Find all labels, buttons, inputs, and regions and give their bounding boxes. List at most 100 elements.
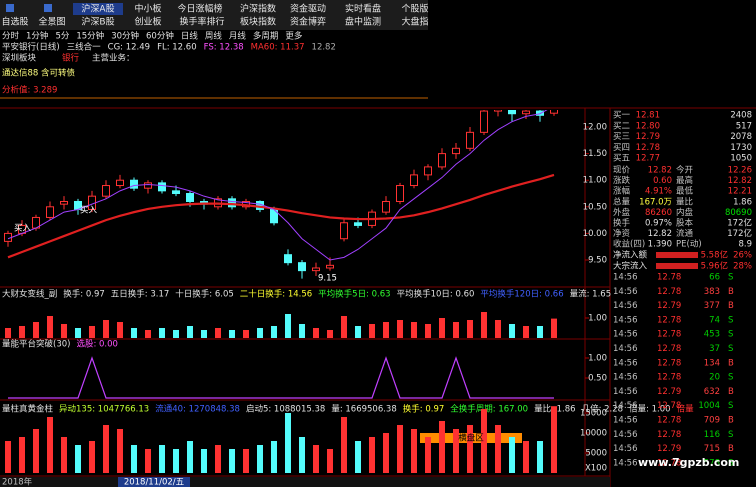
- panel-header: 异动135: 1047766.13: [59, 404, 149, 415]
- nav-tab[interactable]: 换手率排行: [179, 16, 224, 28]
- volume-bar: [411, 429, 417, 473]
- tick-time: 14:56: [613, 315, 638, 325]
- watermark: www.7gpzb.com: [638, 456, 739, 469]
- panel-header: 量流: 1.65: [570, 289, 612, 300]
- candle-body: [158, 182, 166, 192]
- nav-tab[interactable]: 沪深B股: [81, 16, 114, 28]
- volume-bar: [103, 425, 109, 473]
- book-label: 买三: [613, 132, 630, 142]
- stat-value: 12.82: [648, 229, 672, 239]
- nav-tab[interactable]: 资金驱动: [290, 3, 326, 15]
- nav-tab[interactable]: 沪深A股: [81, 3, 114, 15]
- tick-price: 12.78: [657, 430, 681, 440]
- tick-price: 12.78: [657, 273, 681, 283]
- tick-volume: 116: [704, 430, 720, 440]
- y-tick-label: 10.00: [583, 229, 607, 239]
- turnover-bar: [425, 324, 431, 338]
- turnover-bar: [117, 322, 123, 338]
- period-tab[interactable]: 月线: [229, 31, 247, 42]
- turnover-bar: [341, 316, 347, 338]
- period-tab[interactable]: 日线: [181, 31, 199, 42]
- nav-tab[interactable]: 沪深指数: [240, 3, 276, 15]
- panel-header: 平均换手5日: 0.63: [318, 289, 390, 300]
- turnover-bar: [383, 322, 389, 338]
- stat-label: 内盘: [676, 207, 694, 218]
- volume-bar: [313, 445, 319, 473]
- nav-bar: [0, 0, 428, 30]
- stat-value: 1.390: [648, 240, 672, 250]
- stat-value: 172亿: [727, 218, 752, 229]
- book-label: 买五: [613, 154, 631, 164]
- tick-price: 12.79: [657, 444, 681, 454]
- candle-body: [354, 222, 362, 226]
- book-price: 12.77: [636, 154, 660, 164]
- stat-label: 现价: [613, 166, 631, 176]
- candle-body: [424, 166, 432, 176]
- tick-time: 14:56: [613, 401, 638, 411]
- analysis: 分析值: 3.289: [2, 85, 57, 96]
- stat-value: 0.97%: [645, 219, 672, 229]
- panel-header: 全换手周期: 167.00: [450, 404, 528, 415]
- period-tab[interactable]: 60分钟: [146, 31, 174, 42]
- book-volume: 1050: [730, 154, 752, 164]
- volume-bar: [481, 409, 487, 473]
- period-tab[interactable]: 更多: [285, 31, 303, 42]
- period-tab[interactable]: 周线: [205, 31, 223, 42]
- panel-header: 倍量: 1.00: [629, 404, 671, 415]
- nav-tab[interactable]: 资金博弈: [290, 16, 326, 28]
- nav-tab[interactable]: 创业板: [134, 16, 161, 28]
- volume-bar: [383, 433, 389, 473]
- stat-value: 80690: [725, 208, 752, 218]
- period-tab[interactable]: 5分: [55, 32, 69, 42]
- stat-value: 12.21: [728, 187, 752, 197]
- flow-percent: 26%: [733, 251, 752, 261]
- period-tab[interactable]: 15分钟: [76, 31, 104, 42]
- nav-tab[interactable]: 个股版: [401, 3, 428, 15]
- period-tab[interactable]: 30分钟: [111, 31, 139, 42]
- nav-tab[interactable]: 盘中监测: [345, 16, 381, 28]
- y-tick-label: 11.50: [583, 149, 607, 159]
- tick-side: B: [728, 416, 734, 426]
- candle-body: [116, 179, 124, 187]
- turnover-bar: [75, 328, 81, 338]
- period-tab[interactable]: 多周期: [253, 31, 279, 42]
- panel-header: 二十日换手: 14.56: [240, 289, 312, 300]
- volume-bar: [537, 441, 543, 473]
- candle-body: [522, 110, 530, 115]
- candle-body: [186, 193, 194, 202]
- period-tab[interactable]: 分时: [2, 31, 20, 42]
- nav-tab[interactable]: 今日涨幅榜: [177, 3, 222, 15]
- book-price: 12.80: [636, 121, 660, 131]
- candle-body: [396, 185, 404, 202]
- sector: 主营业务：: [92, 53, 135, 64]
- book-price: 12.79: [636, 132, 660, 142]
- tick-time: 14:56: [613, 287, 638, 297]
- tick-volume: 715: [704, 444, 720, 454]
- y-tick-label: 10000: [580, 429, 607, 439]
- volume-bar: [89, 441, 95, 473]
- tick-side: B: [728, 444, 734, 454]
- turnover-bar: [257, 328, 263, 338]
- volume-bar: [47, 417, 53, 473]
- turnover-bar: [285, 314, 291, 338]
- panel-header: 换手: 0.97: [403, 404, 445, 415]
- flow-bar: [656, 263, 698, 269]
- nav-tab[interactable]: 大盘指: [401, 16, 428, 28]
- nav-tab[interactable]: 全景图: [38, 16, 65, 28]
- book-label: 买二: [613, 121, 631, 131]
- nav-tab[interactable]: 实时看盘: [345, 3, 381, 15]
- candle-body: [410, 174, 418, 187]
- turnover-bar: [439, 318, 445, 338]
- turnover-bar: [229, 330, 235, 338]
- tick-side: S: [728, 330, 733, 340]
- volume-bar: [509, 437, 515, 473]
- stat-value: 86260: [645, 208, 672, 218]
- nav-tab[interactable]: 自选股: [1, 16, 28, 28]
- nav-tab[interactable]: 板块指数: [240, 16, 276, 28]
- nav-tab[interactable]: 中小板: [134, 3, 161, 15]
- turnover-bar: [509, 324, 515, 338]
- period-tab[interactable]: 1分钟: [26, 31, 48, 42]
- volume-bar: [327, 449, 333, 473]
- turnover-bar: [327, 330, 333, 338]
